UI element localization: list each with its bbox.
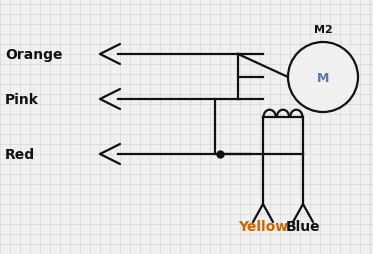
Text: M2: M2 bbox=[314, 25, 332, 35]
Text: M: M bbox=[317, 71, 329, 84]
Text: Yellow: Yellow bbox=[238, 219, 288, 233]
Circle shape bbox=[288, 43, 358, 113]
Text: Red: Red bbox=[5, 147, 35, 161]
Text: Pink: Pink bbox=[5, 93, 39, 107]
Text: Blue: Blue bbox=[286, 219, 320, 233]
Text: Orange: Orange bbox=[5, 48, 63, 62]
